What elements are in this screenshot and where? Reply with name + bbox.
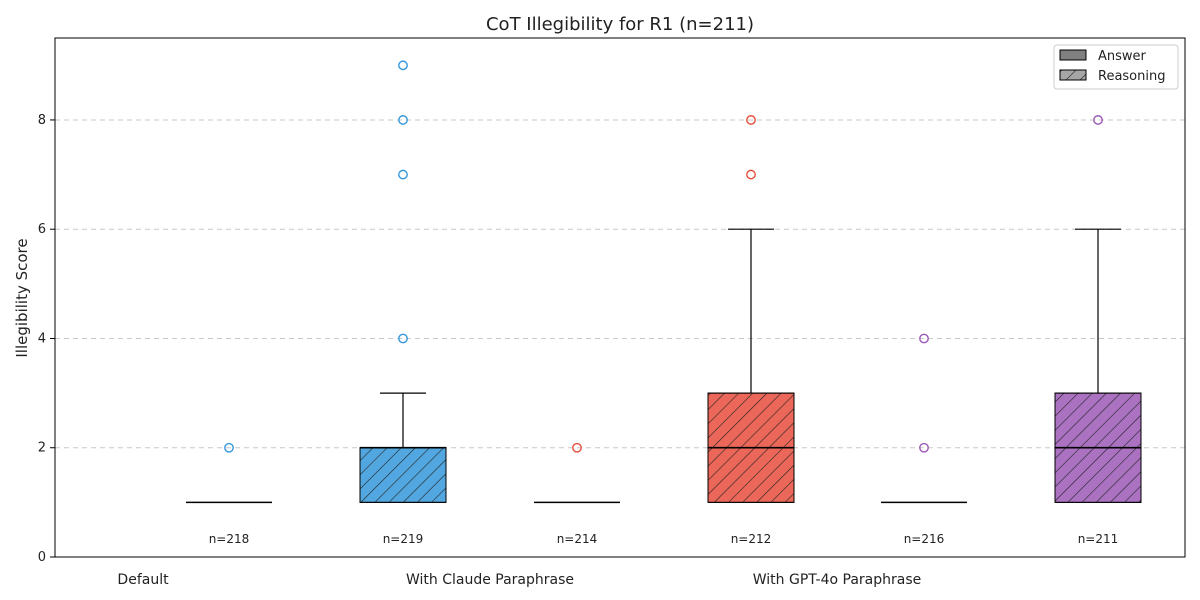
box-2: n=219 xyxy=(359,60,447,546)
y-tick-label: 6 xyxy=(38,222,46,237)
group-labels: Default With Claude Paraphrase With GPT-4o… xyxy=(117,572,921,588)
chart-title: CoT Illegibility for R1 (n=211) xyxy=(486,14,754,35)
y-axis: 0 2 4 6 8 xyxy=(38,113,55,565)
y-tick-label: 8 xyxy=(38,113,46,128)
n-label: n=219 xyxy=(383,532,424,546)
legend-label: Reasoning xyxy=(1098,69,1165,84)
group-label: With GPT-4o Paraphrase xyxy=(753,572,922,588)
boxes-layer: n=218 n=219 n=214 n=212 n=216 n=211 xyxy=(186,60,1142,546)
box-3: n=214 xyxy=(534,442,620,546)
group-label: Default xyxy=(117,572,169,588)
outlier-point xyxy=(398,333,408,344)
legend-label: Answer xyxy=(1098,49,1147,64)
y-tick-label: 4 xyxy=(38,331,46,346)
box-hatch xyxy=(359,447,447,503)
outlier-point xyxy=(398,115,408,125)
outlier-point xyxy=(398,60,408,71)
outlier-point xyxy=(1093,115,1103,125)
outlier-point xyxy=(746,115,756,125)
group-label: With Claude Paraphrase xyxy=(406,572,574,588)
n-label: n=218 xyxy=(209,532,250,546)
n-label: n=216 xyxy=(904,532,945,546)
outlier-point xyxy=(919,442,929,453)
outlier-point xyxy=(746,169,756,180)
box-4: n=212 xyxy=(707,115,795,546)
legend-swatch-hatch xyxy=(1059,69,1087,81)
box-5: n=216 xyxy=(881,333,967,546)
y-tick-label: 2 xyxy=(38,441,46,456)
n-label: n=212 xyxy=(731,532,772,546)
outlier-point xyxy=(919,333,929,344)
legend-swatch-answer xyxy=(1059,49,1087,61)
box-6: n=211 xyxy=(1054,115,1142,546)
outlier-point xyxy=(572,442,582,453)
legend: Answer Reasoning xyxy=(1053,44,1179,90)
n-label: n=211 xyxy=(1078,532,1119,546)
box-1: n=218 xyxy=(186,442,272,546)
n-label: n=214 xyxy=(557,532,598,546)
outlier-point xyxy=(398,169,408,180)
y-axis-label: Illegibility Score xyxy=(13,238,31,357)
plot-frame xyxy=(54,37,1186,558)
y-tick-label: 0 xyxy=(38,550,46,565)
outlier-point xyxy=(224,442,234,453)
